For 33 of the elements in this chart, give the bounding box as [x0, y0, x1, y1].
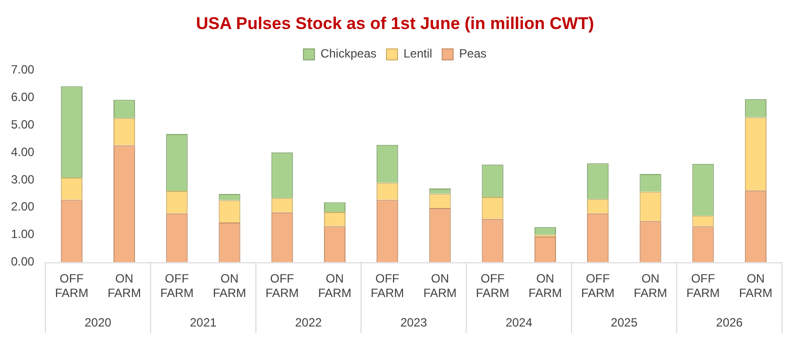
y-tick-label: 1.00: [10, 227, 35, 242]
y-tick-label: 3.00: [10, 172, 35, 186]
legend-label: Peas: [459, 46, 487, 61]
x-tick-label: OFF FARM: [476, 272, 510, 300]
chart-title: USA Pulses Stock as of 1st June (in million CWT): [196, 14, 594, 33]
x-tick-label: OFF FARM: [581, 272, 615, 300]
x-tick-label: ON FARM: [108, 272, 141, 300]
x-tick-label: OFF FARM: [160, 272, 194, 300]
legend-label: Lentil: [403, 46, 432, 61]
text: 2021: [190, 315, 217, 330]
y-tick-label: 7.00: [10, 62, 35, 77]
x-tick-label: ON FARM: [423, 272, 457, 300]
x-tick-label: OFF FARM: [54, 272, 88, 300]
y-tick-label: 6.00: [10, 90, 35, 104]
x-tick-label: OFF FARM: [686, 272, 720, 300]
x-tick-label: ON FARM: [634, 272, 668, 300]
y-tick-label: 2.00: [10, 200, 35, 214]
x-tick-label: ON FARM: [318, 272, 352, 300]
x-tick-label: ON FARM: [212, 272, 246, 300]
y-tick-label: 0.00: [10, 254, 35, 269]
text: 2026: [716, 315, 744, 330]
x-tick-label: ON FARM: [739, 272, 772, 300]
text: 2023: [400, 315, 428, 330]
legend-label: Chickpeas: [320, 46, 376, 61]
x-tick-label: ON FARM: [528, 272, 562, 300]
text: 2024: [506, 315, 533, 330]
text: 2022: [295, 315, 322, 330]
y-tick-label: 5.00: [10, 118, 35, 132]
x-tick-label: OFF FARM: [370, 272, 404, 300]
text: 2020: [84, 315, 112, 330]
y-tick-label: 4.00: [10, 144, 35, 159]
x-tick-label: OFF FARM: [265, 272, 299, 300]
text: 2025: [610, 315, 638, 330]
